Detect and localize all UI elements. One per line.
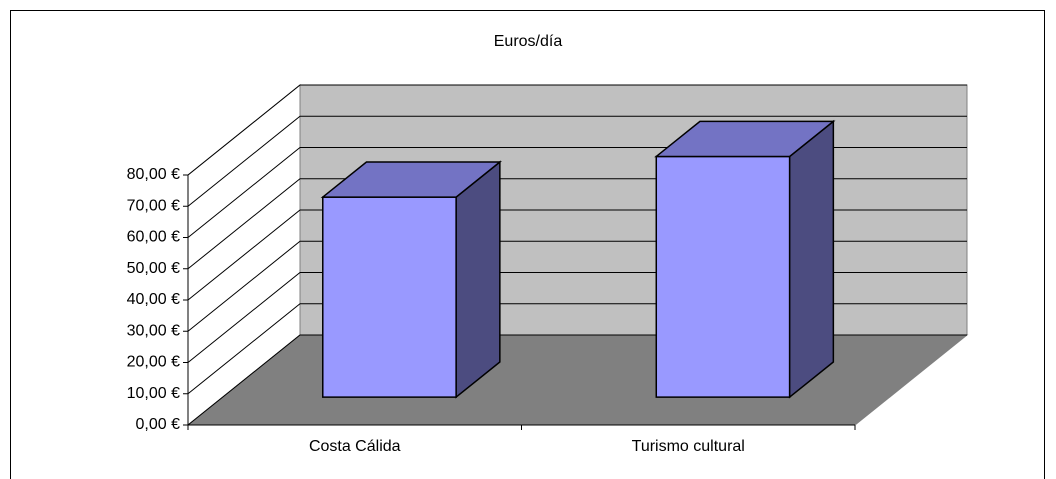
y-tick-label: 0,00 € <box>136 416 181 433</box>
bar-side <box>455 160 501 399</box>
bar-side <box>788 119 835 399</box>
grid-line <box>187 84 967 176</box>
y-tick-label: 40,00 € <box>127 291 180 308</box>
bar-front <box>655 155 791 398</box>
chart-title: Euros/día <box>494 33 563 50</box>
y-tick-label: 20,00 € <box>127 354 180 371</box>
y-tick-label: 50,00 € <box>127 260 180 277</box>
bar-top <box>654 120 836 158</box>
y-tick-label: 10,00 € <box>127 385 180 402</box>
y-tick-label: 80,00 € <box>127 166 180 183</box>
bar-front <box>322 196 457 398</box>
x-tick-label: Turismo cultural <box>632 438 745 455</box>
bar-top <box>320 161 502 198</box>
floor <box>186 334 969 426</box>
x-tick-label: Costa Cálida <box>309 438 401 455</box>
y-tick-label: 30,00 € <box>127 322 180 339</box>
y-tick-label: 60,00 € <box>127 229 180 246</box>
y-tick-label: 70,00 € <box>127 197 180 214</box>
grid-line <box>187 115 967 207</box>
